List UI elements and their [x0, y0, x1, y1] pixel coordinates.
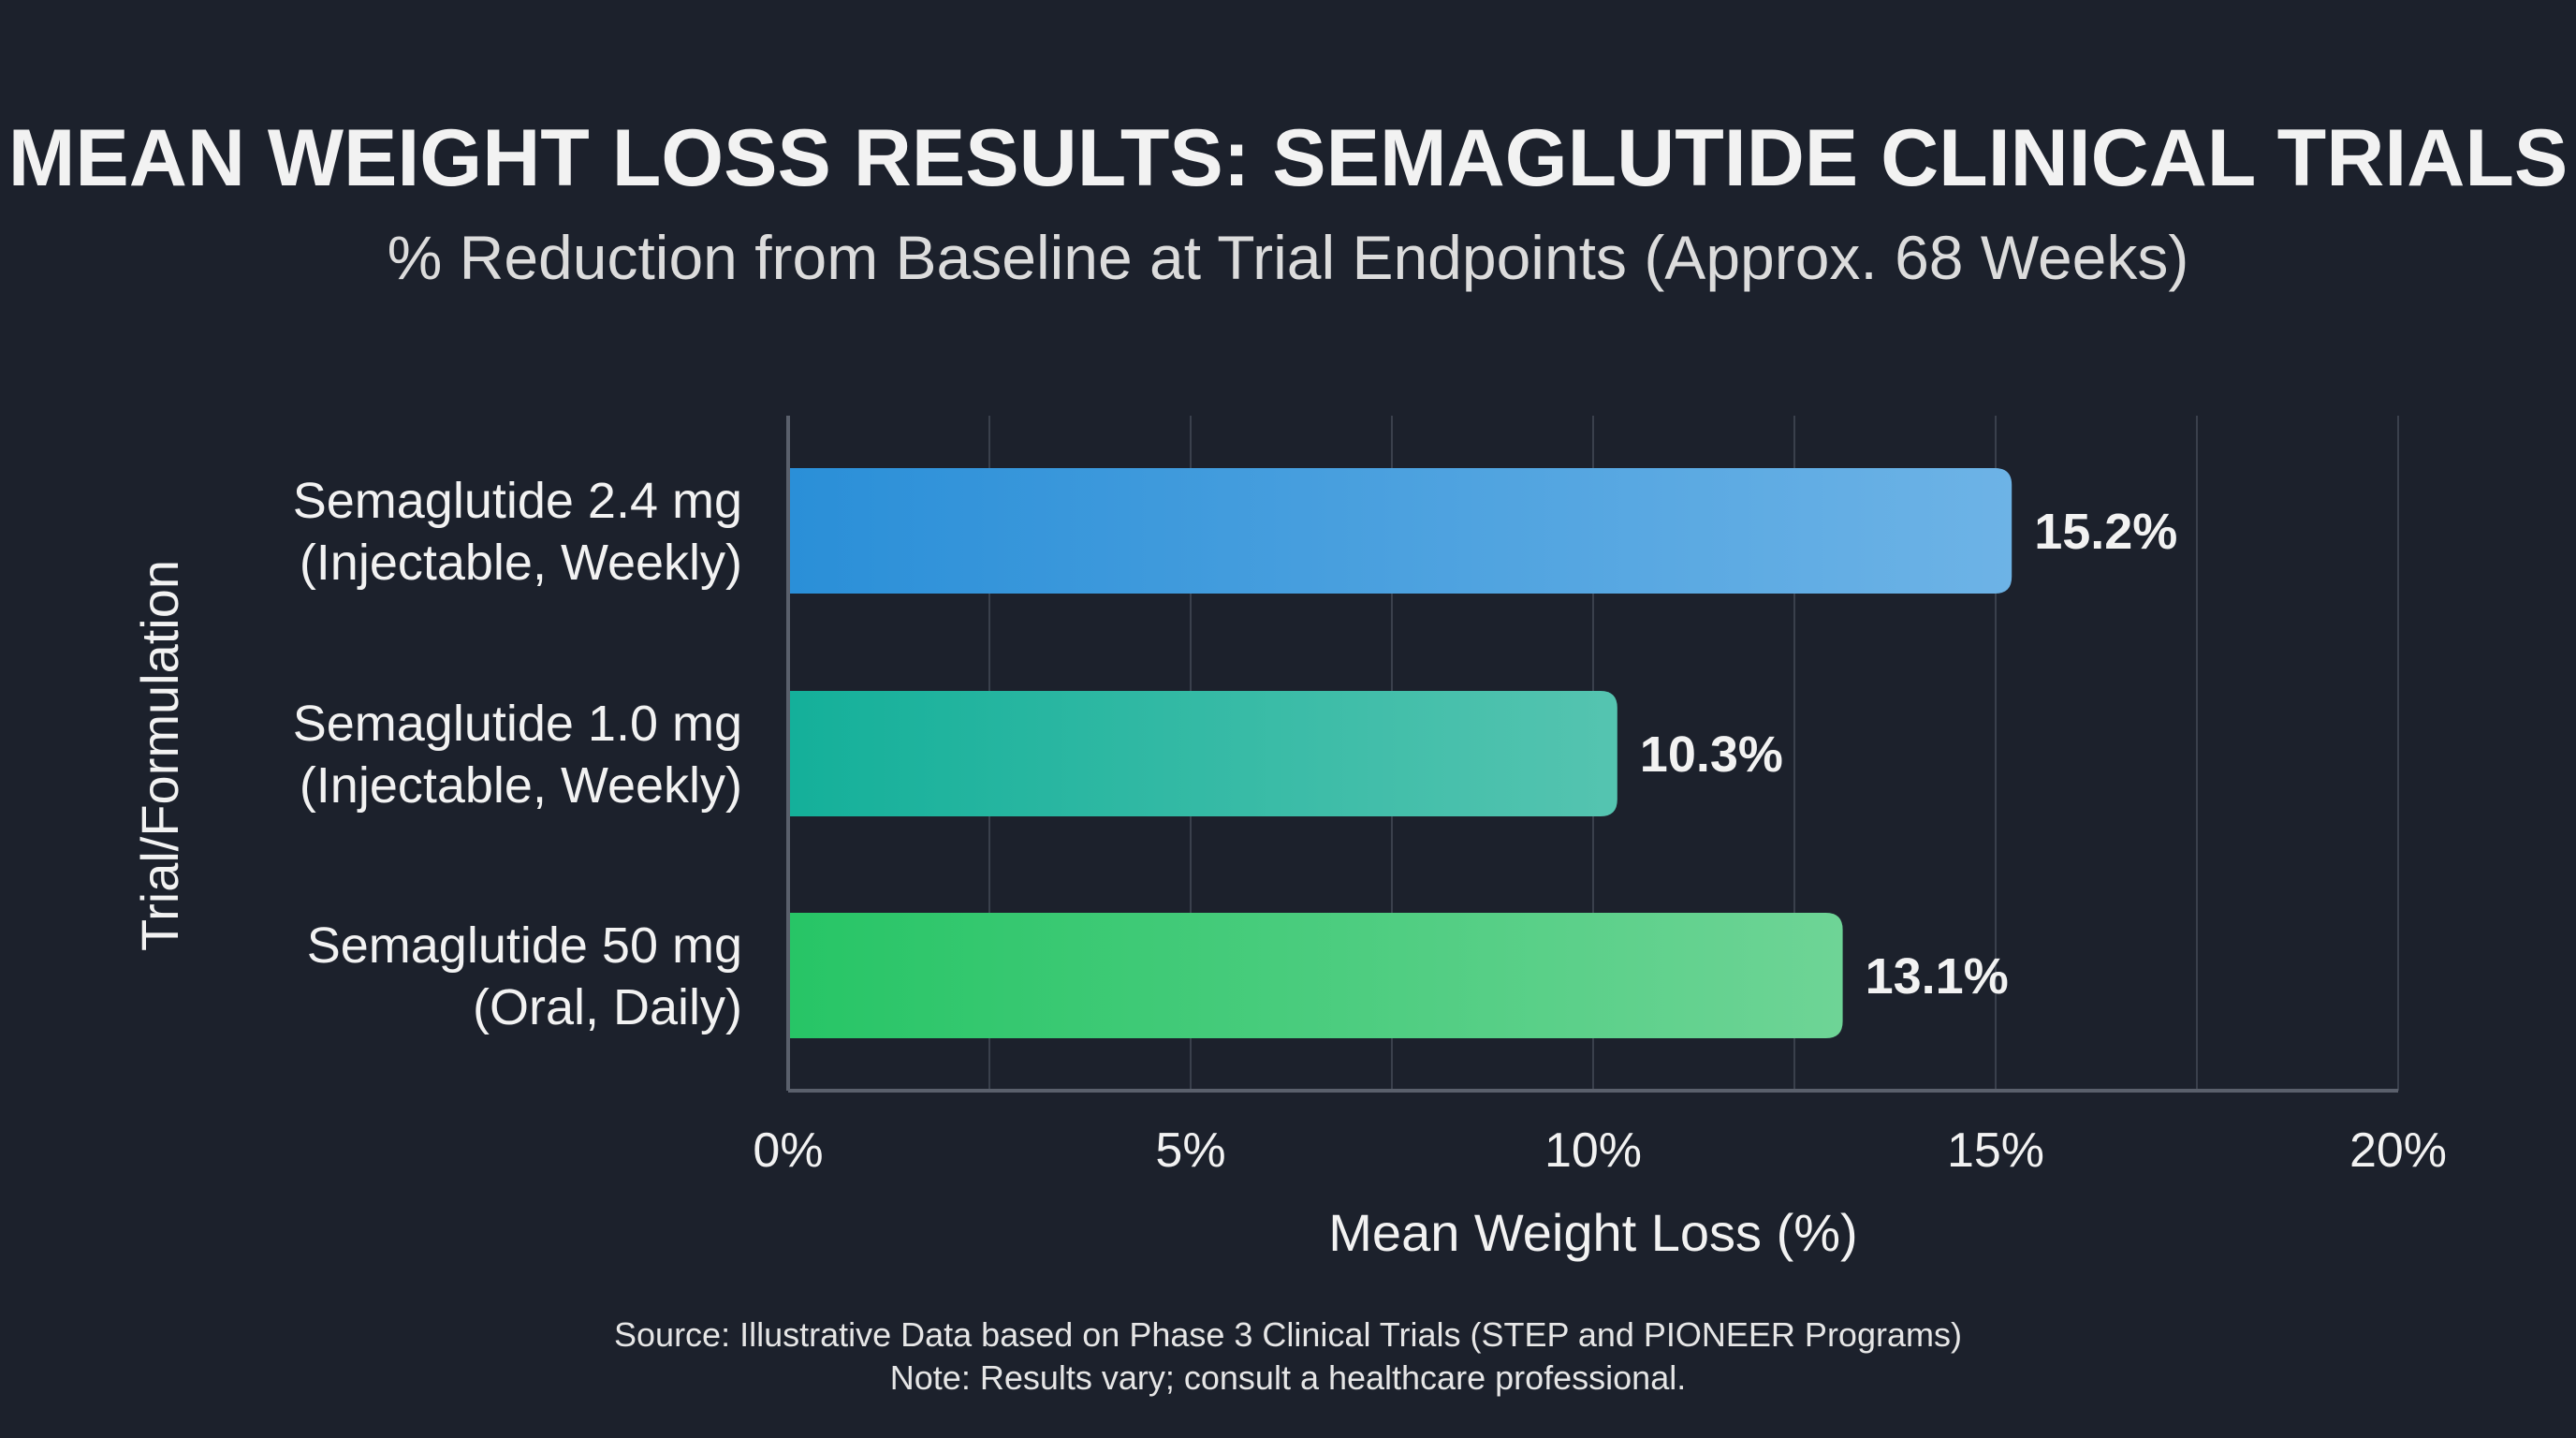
- x-axis-label: Mean Weight Loss (%): [1328, 1203, 1857, 1262]
- x-tick-labels: 0% 5% 10% 15% 20%: [753, 1123, 2447, 1178]
- category-labels: Semaglutide 2.4 mg(Injectable, Weekly)Se…: [293, 473, 742, 1035]
- category-label: Semaglutide 1.0 mg: [293, 696, 742, 752]
- bar: [790, 691, 1617, 816]
- bars: 15.2% 10.3% 13.1%: [790, 468, 2177, 1038]
- category-label: (Injectable, Weekly): [300, 535, 742, 591]
- category-label: Semaglutide 2.4 mg: [293, 473, 742, 529]
- y-axis-label: Trial/Formulation: [130, 560, 189, 951]
- chart-subtitle: % Reduction from Baseline at Trial Endpo…: [388, 223, 2189, 292]
- x-tick-label: 20%: [2349, 1123, 2447, 1178]
- disclaimer-note: Note: Results vary; consult a healthcare…: [890, 1358, 1686, 1397]
- x-tick-label: 10%: [1544, 1123, 1642, 1178]
- data-label: 13.1%: [1866, 948, 2009, 1005]
- x-tick-label: 15%: [1947, 1123, 2044, 1178]
- data-label: 10.3%: [1640, 726, 1783, 783]
- x-tick-label: 5%: [1155, 1123, 1225, 1178]
- bar: [790, 913, 1843, 1038]
- category-label: (Oral, Daily): [473, 979, 742, 1035]
- category-label: (Injectable, Weekly): [300, 757, 742, 814]
- bar: [790, 468, 2012, 594]
- source-note: Source: Illustrative Data based on Phase…: [614, 1315, 1962, 1354]
- chart-title: MEAN WEIGHT LOSS RESULTS: SEMAGLUTIDE CL…: [8, 113, 2568, 203]
- x-tick-label: 0%: [753, 1123, 823, 1178]
- data-label: 15.2%: [2034, 504, 2177, 560]
- category-label: Semaglutide 50 mg: [307, 917, 742, 974]
